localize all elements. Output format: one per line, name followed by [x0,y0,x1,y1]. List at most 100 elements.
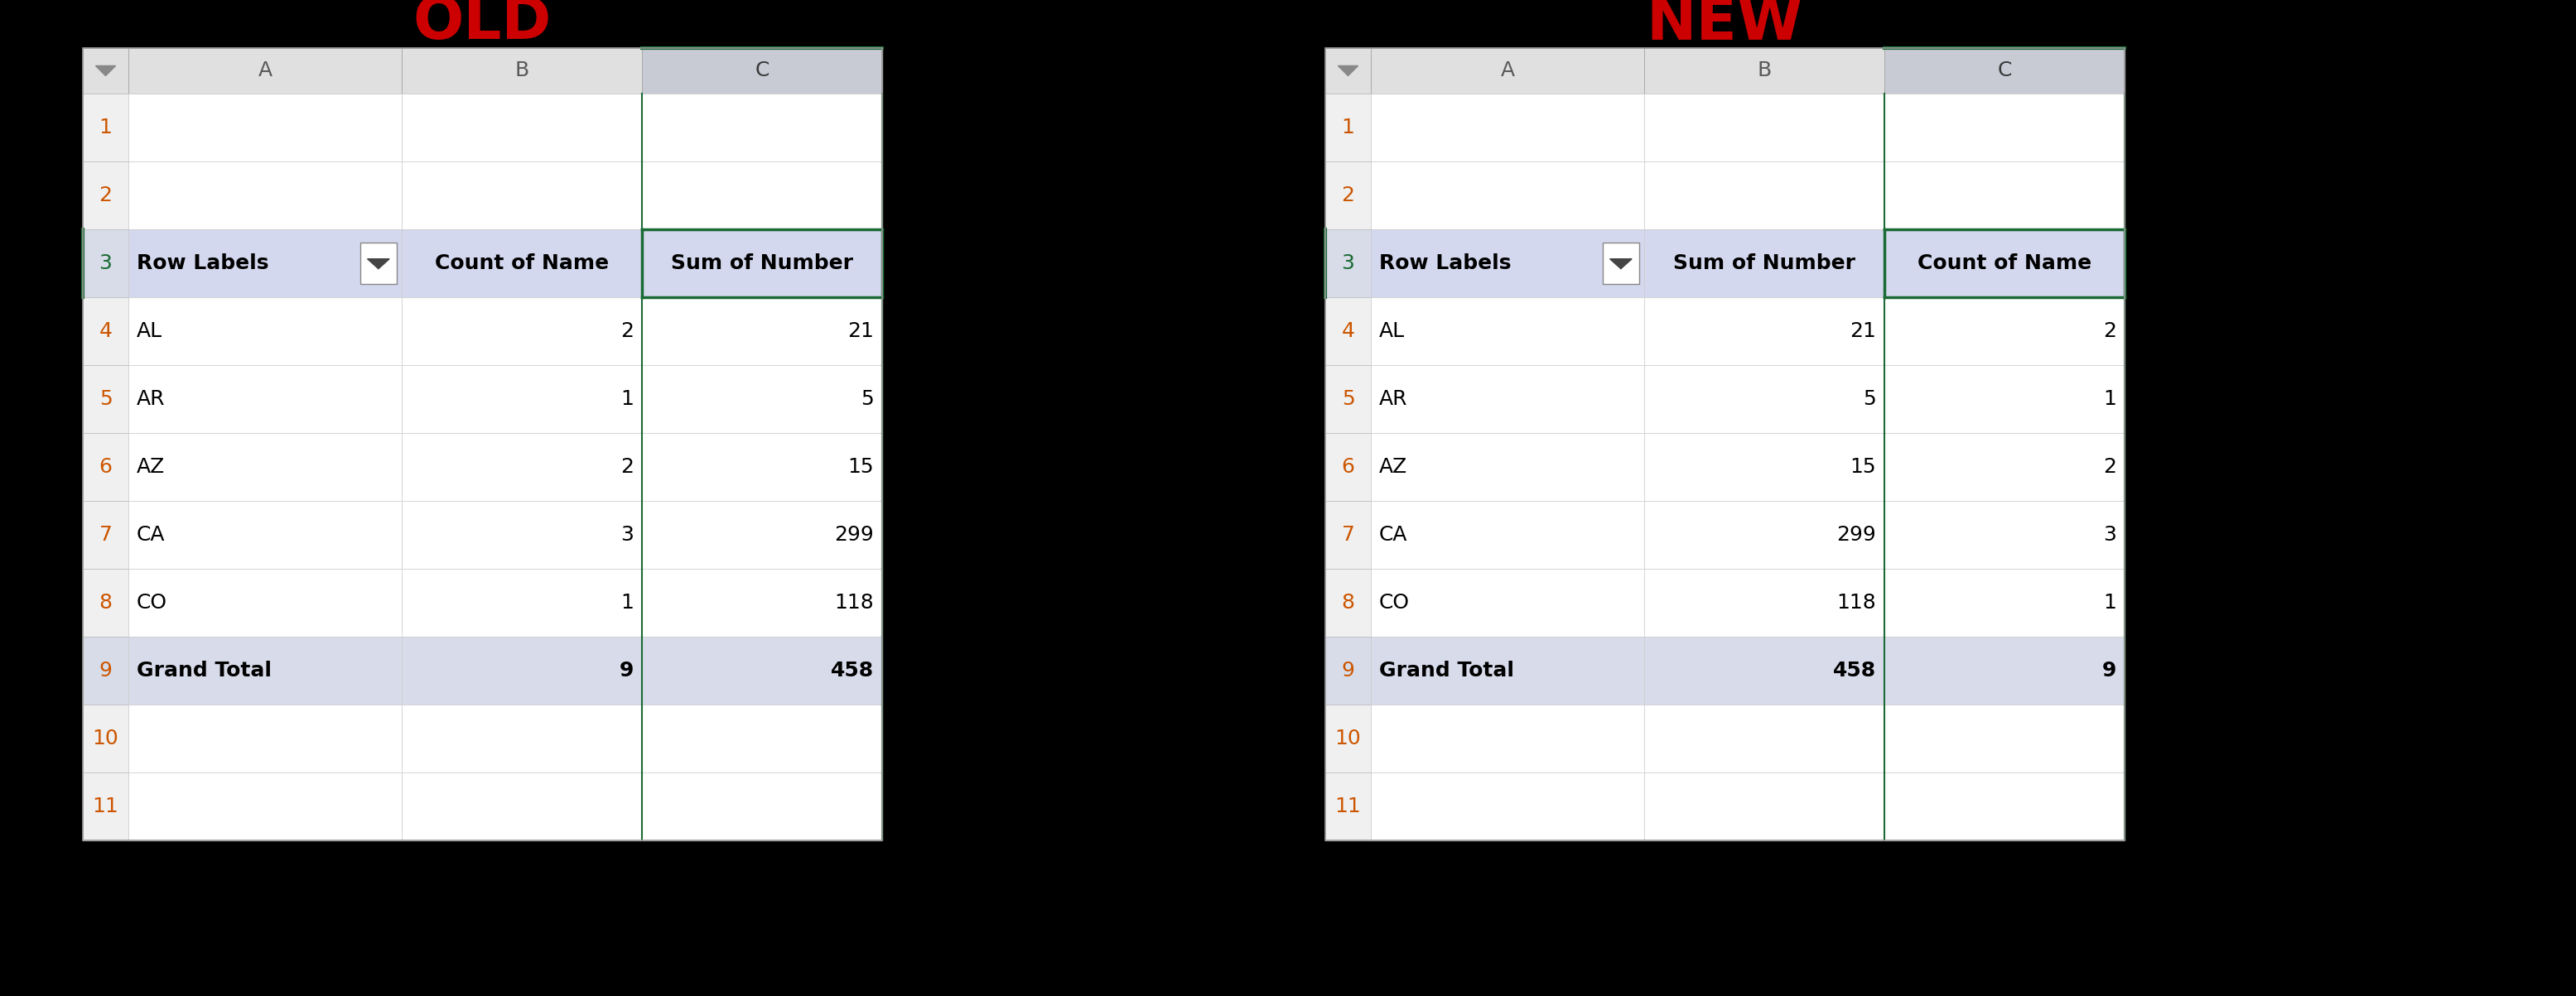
Text: OLD: OLD [412,0,551,52]
Text: AZ: AZ [1378,457,1406,477]
Text: 8: 8 [98,593,113,613]
Bar [1643,366,1886,433]
Text: 1: 1 [2102,389,2117,409]
Bar [1602,243,1638,284]
Bar [402,704,641,773]
Text: AZ: AZ [137,457,165,477]
Bar [1324,48,2125,841]
Text: 2: 2 [2102,322,2117,341]
Text: 3: 3 [1342,253,1355,273]
Bar [1643,501,1886,569]
Text: 11: 11 [1334,797,1360,817]
Text: Grand Total: Grand Total [137,660,270,680]
Bar [82,161,129,229]
Text: 2: 2 [621,322,634,341]
Text: 11: 11 [93,797,118,817]
Bar [1370,297,1643,366]
Bar [402,48,641,94]
Bar [82,48,881,841]
Bar [129,48,402,94]
Text: 2: 2 [2102,457,2117,477]
Bar [641,704,881,773]
Bar [1324,636,1370,704]
Bar [1886,94,2125,161]
Text: Sum of Number: Sum of Number [1674,253,1855,273]
Text: 118: 118 [835,593,873,613]
Bar [1370,161,1643,229]
Bar [1886,297,2125,366]
Bar [129,501,402,569]
Text: 10: 10 [1334,729,1360,748]
Bar [641,569,881,636]
Bar [82,297,129,366]
Bar [1370,94,1643,161]
Text: AL: AL [137,322,162,341]
Bar [641,297,881,366]
Text: 7: 7 [1342,525,1355,545]
Bar [402,569,641,636]
Text: 3: 3 [98,253,113,273]
Text: 15: 15 [848,457,873,477]
Text: AL: AL [1378,322,1404,341]
Text: AR: AR [1378,389,1406,409]
Bar [1370,433,1643,501]
Text: 2: 2 [1342,185,1355,205]
Bar [641,366,881,433]
Bar [402,773,641,841]
Bar [129,161,402,229]
Bar [1324,48,1370,94]
Bar [82,773,129,841]
Bar [129,704,402,773]
Bar [1886,704,2125,773]
Bar [402,161,641,229]
Text: Row Labels: Row Labels [1378,253,1512,273]
Text: B: B [515,61,528,81]
Text: 118: 118 [1837,593,1875,613]
Bar [402,433,641,501]
Text: 4: 4 [1342,322,1355,341]
Bar [82,48,129,94]
Text: C: C [755,61,770,81]
Text: 10: 10 [93,729,118,748]
Text: 6: 6 [1342,457,1355,477]
Bar [1643,569,1886,636]
Bar [1886,569,2125,636]
Bar [402,636,641,704]
Text: 6: 6 [98,457,113,477]
Bar [129,94,402,161]
Text: 5: 5 [860,389,873,409]
Bar [402,366,641,433]
Text: 8: 8 [1342,593,1355,613]
Bar [82,636,129,704]
Bar [1370,366,1643,433]
Bar [1886,366,2125,433]
Bar [641,501,881,569]
Bar [1324,501,1370,569]
Bar [1643,773,1886,841]
Bar [641,229,881,297]
Bar [82,229,129,297]
Text: 15: 15 [1850,457,1875,477]
Bar [1370,569,1643,636]
Polygon shape [368,259,389,269]
Text: 5: 5 [1862,389,1875,409]
Bar [1370,636,1643,704]
Bar [129,366,402,433]
Bar [402,297,641,366]
Text: 4: 4 [98,322,113,341]
Bar [129,773,402,841]
Text: 5: 5 [98,389,113,409]
Text: CO: CO [1378,593,1409,613]
Text: 9: 9 [98,660,113,680]
Text: 9: 9 [2102,660,2117,680]
Text: CO: CO [137,593,167,613]
Bar [402,229,641,297]
Text: AR: AR [137,389,165,409]
Text: 9: 9 [1342,660,1355,680]
Text: Sum of Number: Sum of Number [670,253,853,273]
Bar [1886,501,2125,569]
Text: 299: 299 [1837,525,1875,545]
Bar [82,366,129,433]
Bar [129,229,402,297]
Bar [1370,229,1643,297]
